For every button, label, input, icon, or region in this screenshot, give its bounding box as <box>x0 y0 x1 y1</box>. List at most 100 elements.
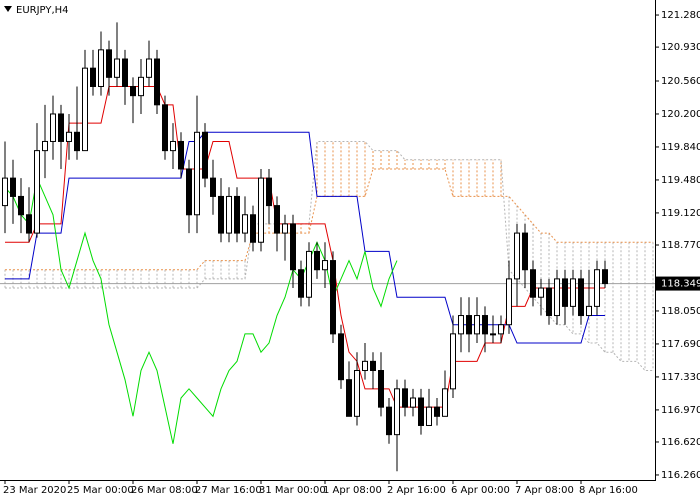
y-tick-label: 121.280 <box>661 10 700 21</box>
candle-body <box>250 214 256 243</box>
y-tick-label: 119.120 <box>661 208 700 219</box>
candle-body <box>82 67 88 152</box>
candle-body <box>426 406 432 426</box>
candle-body <box>154 58 160 106</box>
candle-body <box>466 315 472 335</box>
candle-body <box>586 305 592 317</box>
y-tick-label: 118.050 <box>661 306 700 317</box>
candle-body <box>338 333 344 381</box>
candle-body <box>218 195 224 234</box>
candle-body <box>578 278 584 317</box>
candle-body <box>554 278 560 317</box>
candle-body <box>394 388 400 436</box>
candle-body <box>234 195 240 234</box>
candle-body <box>34 150 40 234</box>
candle-body <box>330 260 336 335</box>
candle-body <box>178 140 184 170</box>
last-price-box <box>655 276 700 291</box>
candle-body <box>322 260 328 271</box>
x-tick-label: 27 Mar 16:00 <box>195 485 262 496</box>
candle-body <box>42 140 48 152</box>
y-tick-label: 116.970 <box>661 405 700 416</box>
candle-body <box>186 168 192 216</box>
candle-body <box>90 67 96 87</box>
candle-body <box>66 131 72 142</box>
candle-body <box>98 49 104 87</box>
senkou-span-a <box>5 168 653 271</box>
candle-body <box>226 195 232 234</box>
candle-body <box>418 397 424 426</box>
plot-area <box>0 22 655 472</box>
candle-body <box>386 406 392 436</box>
candle-body <box>450 333 456 390</box>
chart-title: EURJPY,H4 <box>16 5 69 16</box>
y-tick-label: 116.620 <box>661 437 700 448</box>
candle-body <box>490 333 496 336</box>
candle-body <box>298 269 304 298</box>
candle-body <box>546 287 552 317</box>
candle-body <box>202 131 208 179</box>
y-tick-label: 120.930 <box>661 42 700 53</box>
candle-body <box>346 379 352 417</box>
candle-body <box>210 177 216 197</box>
x-tick-label: 31 Mar 00:00 <box>259 485 326 496</box>
candle-body <box>50 113 56 142</box>
y-tick-label: 120.560 <box>661 76 700 87</box>
candle-body <box>410 397 416 408</box>
indicator-line <box>5 131 605 344</box>
candle-body <box>2 177 8 207</box>
candle-body <box>314 250 320 271</box>
candle-body <box>434 406 440 417</box>
candle-body <box>594 269 600 307</box>
candle-body <box>146 58 152 78</box>
candle-body <box>522 232 528 271</box>
candle-body <box>26 214 32 234</box>
y-tick-label: 119.840 <box>661 142 700 153</box>
candle-body <box>378 370 384 408</box>
candle-body <box>266 177 272 207</box>
senkou-span-b <box>5 140 653 372</box>
candle-body <box>170 140 176 152</box>
candle-body <box>58 113 64 142</box>
x-tick-label: 2 Apr 16:00 <box>387 485 446 496</box>
candle-body <box>482 315 488 335</box>
x-tick-label: 8 Apr 16:00 <box>579 485 638 496</box>
candle-body <box>362 360 368 372</box>
x-tick-label: 1 Apr 08:00 <box>323 485 382 496</box>
candle-body <box>74 131 80 152</box>
last-price-label: 118.349 <box>661 279 700 290</box>
x-tick-label: 7 Apr 08:00 <box>515 485 574 496</box>
candle-body <box>370 360 376 372</box>
candle-body <box>106 49 112 78</box>
candle-body <box>354 370 360 417</box>
candle-body <box>498 324 504 335</box>
y-tick-label: 118.770 <box>661 240 700 251</box>
y-tick-label: 119.480 <box>661 175 700 186</box>
y-tick-label: 116.260 <box>661 470 700 481</box>
candle-body <box>10 177 16 197</box>
candle-body <box>18 195 24 216</box>
candle-body <box>562 278 568 307</box>
candle-body <box>602 269 608 285</box>
candle-body <box>258 177 264 243</box>
x-tick-label: 25 Mar 00:00 <box>67 485 134 496</box>
candle-body <box>130 85 136 97</box>
x-tick-label: 6 Apr 00:00 <box>451 485 510 496</box>
candle-body <box>402 388 408 408</box>
symbol-menu-icon[interactable] <box>4 6 12 12</box>
candle-body <box>570 278 576 307</box>
candle-body <box>538 287 544 298</box>
x-tick-label: 26 Mar 08:00 <box>131 485 198 496</box>
candle-body <box>306 250 312 298</box>
y-tick-label: 117.690 <box>661 339 700 350</box>
candle-body <box>442 388 448 417</box>
candle-body <box>114 58 120 78</box>
candle-body <box>194 131 200 216</box>
candle-body <box>290 223 296 271</box>
candle-body <box>530 269 536 298</box>
candle-body <box>242 214 248 234</box>
candle-body <box>282 223 288 234</box>
candle-body <box>162 104 168 152</box>
candle-body <box>122 58 128 87</box>
